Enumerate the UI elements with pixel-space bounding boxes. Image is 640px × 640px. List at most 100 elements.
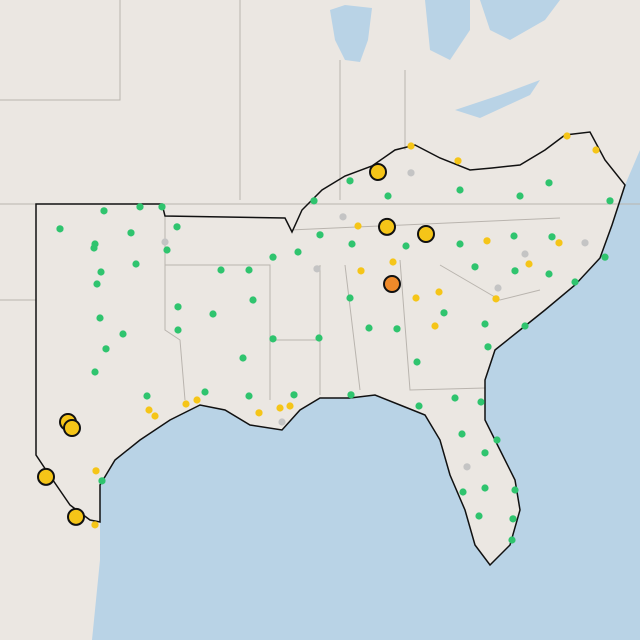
marker[interactable]	[217, 266, 225, 274]
large-marker[interactable]	[383, 275, 401, 293]
marker[interactable]	[492, 295, 500, 303]
marker[interactable]	[97, 268, 105, 276]
large-marker[interactable]	[378, 217, 396, 236]
marker[interactable]	[92, 467, 100, 475]
marker[interactable]	[239, 354, 247, 362]
marker[interactable]	[348, 240, 356, 248]
marker[interactable]	[173, 223, 181, 231]
marker[interactable]	[454, 157, 462, 165]
marker[interactable]	[456, 186, 464, 194]
marker[interactable]	[521, 250, 529, 258]
marker[interactable]	[174, 303, 182, 311]
marker[interactable]	[56, 225, 64, 233]
marker[interactable]	[91, 368, 99, 376]
marker[interactable]	[508, 536, 516, 544]
marker[interactable]	[93, 280, 101, 288]
marker[interactable]	[357, 267, 365, 275]
marker[interactable]	[294, 248, 302, 256]
marker[interactable]	[484, 343, 492, 351]
marker[interactable]	[516, 192, 524, 200]
marker[interactable]	[494, 284, 502, 292]
marker[interactable]	[471, 263, 479, 271]
marker[interactable]	[290, 391, 298, 399]
large-marker[interactable]	[369, 163, 387, 181]
marker[interactable]	[286, 402, 294, 410]
marker[interactable]	[413, 358, 421, 366]
marker[interactable]	[151, 412, 159, 420]
marker[interactable]	[90, 244, 98, 252]
marker[interactable]	[315, 334, 323, 342]
marker[interactable]	[563, 132, 571, 140]
marker[interactable]	[509, 515, 517, 523]
marker[interactable]	[481, 320, 489, 328]
marker[interactable]	[249, 296, 257, 304]
marker[interactable]	[136, 203, 144, 211]
marker[interactable]	[276, 404, 284, 412]
marker[interactable]	[407, 169, 415, 177]
marker[interactable]	[483, 237, 491, 245]
marker[interactable]	[174, 326, 182, 334]
marker[interactable]	[592, 146, 600, 154]
marker[interactable]	[100, 207, 108, 215]
marker[interactable]	[245, 392, 253, 400]
marker[interactable]	[545, 270, 553, 278]
large-marker[interactable]	[417, 225, 435, 243]
marker[interactable]	[545, 179, 553, 187]
marker[interactable]	[91, 521, 99, 529]
marker[interactable]	[451, 394, 459, 402]
marker[interactable]	[209, 310, 217, 318]
marker[interactable]	[521, 322, 529, 330]
marker[interactable]	[511, 486, 519, 494]
marker[interactable]	[384, 192, 392, 200]
marker[interactable]	[606, 197, 614, 205]
marker[interactable]	[278, 418, 286, 426]
marker[interactable]	[481, 449, 489, 457]
marker[interactable]	[402, 242, 410, 250]
marker[interactable]	[475, 512, 483, 520]
marker[interactable]	[347, 391, 355, 399]
marker[interactable]	[412, 294, 420, 302]
marker[interactable]	[119, 330, 127, 338]
marker[interactable]	[158, 203, 166, 211]
marker[interactable]	[143, 392, 151, 400]
marker[interactable]	[316, 231, 324, 239]
marker[interactable]	[511, 267, 519, 275]
marker[interactable]	[435, 288, 443, 296]
marker[interactable]	[313, 265, 321, 273]
marker[interactable]	[601, 253, 609, 261]
marker[interactable]	[201, 388, 209, 396]
marker[interactable]	[477, 398, 485, 406]
marker[interactable]	[415, 402, 423, 410]
marker[interactable]	[548, 233, 556, 241]
marker[interactable]	[96, 314, 104, 322]
marker[interactable]	[525, 260, 533, 268]
marker[interactable]	[389, 258, 397, 266]
large-marker[interactable]	[63, 419, 81, 437]
marker[interactable]	[310, 197, 318, 205]
marker[interactable]	[255, 409, 263, 417]
large-marker[interactable]	[67, 507, 85, 526]
marker[interactable]	[456, 240, 464, 248]
marker[interactable]	[555, 239, 563, 247]
marker[interactable]	[132, 260, 140, 268]
marker[interactable]	[346, 177, 354, 185]
marker[interactable]	[145, 406, 153, 414]
marker[interactable]	[510, 232, 518, 240]
marker[interactable]	[161, 238, 169, 246]
marker[interactable]	[269, 253, 277, 261]
marker[interactable]	[354, 222, 362, 230]
marker[interactable]	[493, 436, 501, 444]
marker[interactable]	[339, 213, 347, 221]
marker[interactable]	[346, 294, 354, 302]
marker[interactable]	[407, 142, 415, 150]
marker[interactable]	[365, 324, 373, 332]
marker[interactable]	[581, 239, 589, 247]
marker[interactable]	[245, 266, 253, 274]
marker[interactable]	[393, 325, 401, 333]
marker[interactable]	[182, 400, 190, 408]
marker[interactable]	[458, 430, 466, 438]
marker[interactable]	[102, 345, 110, 353]
marker[interactable]	[481, 484, 489, 492]
marker[interactable]	[127, 229, 135, 237]
marker[interactable]	[269, 335, 277, 343]
